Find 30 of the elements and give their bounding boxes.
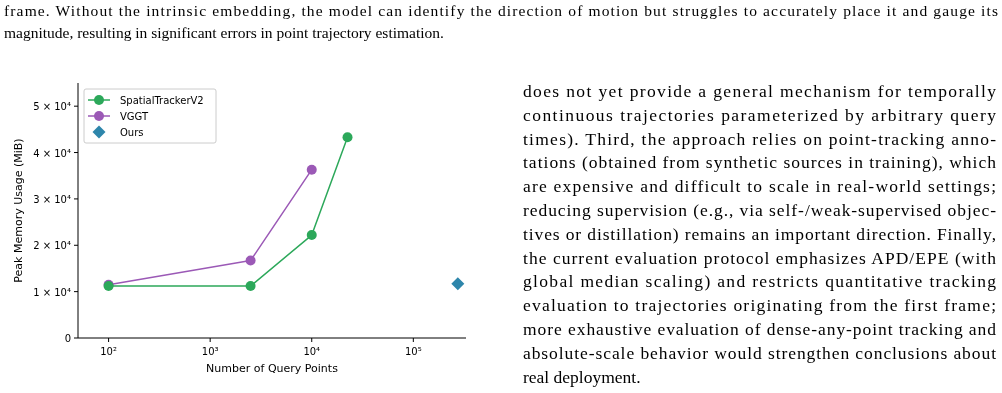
text: evaluation to trajectories originating from the first frame; [523, 295, 996, 316]
text: times). Third, the approach relies on point-tracking anno- [523, 128, 997, 149]
text: frame. Without the intrinsic embedding, the model can identify the direction of motion but struggles to accurately place it and gauge its [4, 2, 998, 19]
text: reducing supervision (e.g., via self-/weak-supervised objec- [523, 200, 997, 220]
x-tick-label: 10³ [201, 346, 219, 357]
text: tives or distillation) remains an important direction. Finally, [523, 223, 996, 244]
text: real deployment. [523, 366, 641, 387]
y-axis-title: Peak Memory Usage (MiB) [12, 138, 25, 283]
text: are expensive and difficult to scale in real-world settings; [523, 176, 996, 197]
y-tick-label: 3 × 10⁴ [33, 193, 71, 205]
legend-label: Ours [120, 127, 144, 138]
text: more exhaustive evaluation of dense-any-point tracking and [523, 319, 997, 339]
text: magnitude, resulting in significant errors in point trajectory estimation. [4, 24, 444, 41]
text: tations (obtained from synthetic sources in training), which [523, 152, 997, 173]
y-tick-label: 2 × 10⁴ [33, 240, 71, 252]
text: continuous trajectories parameterized by arbitrary query [523, 104, 997, 125]
text: global median scaling) and restricts quantitative tracking [523, 271, 997, 292]
x-axis-title: Number of Query Points [206, 362, 339, 375]
text: absolute-scale behavior would strengthen conclusions about [523, 342, 997, 363]
text: the current evaluation protocol emphasizes APD/EPE (with [523, 247, 997, 268]
y-tick-label: 0 [64, 333, 71, 344]
text: does not yet provide a general mechanism for temporally [523, 81, 997, 101]
y-tick-label: 1 × 10⁴ [33, 286, 71, 298]
x-tick-label: 10⁴ [303, 346, 321, 357]
x-tick-label: 10² [100, 346, 117, 357]
y-tick-label: 4 × 10⁴ [33, 147, 71, 159]
legend-label: SpatialTrackerV2 [120, 95, 204, 106]
x-tick-label: 10⁵ [404, 346, 422, 357]
legend-label: VGGT [120, 111, 149, 122]
y-tick-label: 5 × 10⁴ [33, 101, 71, 113]
